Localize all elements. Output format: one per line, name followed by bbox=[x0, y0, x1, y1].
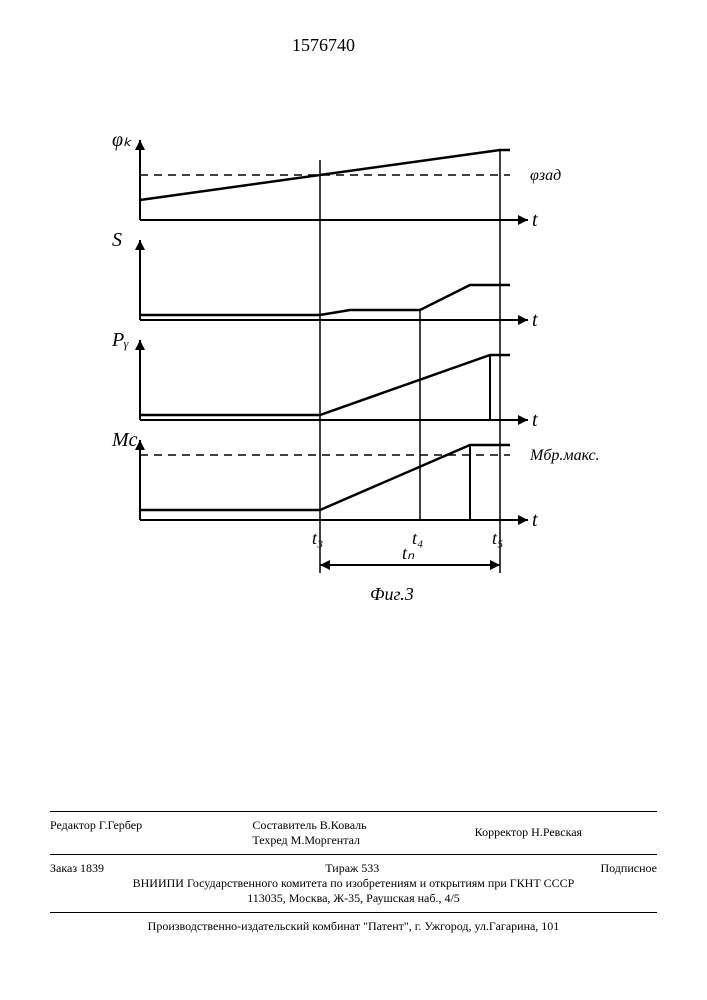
svg-text:t: t bbox=[532, 409, 538, 431]
svg-text:Mбр.макс.: Mбр.макс. bbox=[529, 447, 600, 464]
compiler-techred: Составитель В.Коваль Техред М.Моргентал bbox=[232, 818, 434, 848]
svg-text:t: t bbox=[532, 209, 538, 231]
svg-text:t₃: t₃ bbox=[312, 528, 323, 548]
footer-publication: Заказ 1839 Тираж 533 Подписное ВНИИПИ Го… bbox=[50, 855, 657, 913]
techred-label: Техред bbox=[252, 833, 287, 847]
svg-text:tₙ: tₙ bbox=[402, 543, 415, 563]
subscription: Подписное bbox=[600, 861, 657, 876]
figure-3: φₖtφзадStPᵧtMctMбр.макс.t₃t₄t₅tₙФиг.3 bbox=[100, 120, 600, 670]
circulation: Тираж 533 bbox=[325, 861, 379, 876]
svg-text:t: t bbox=[532, 509, 538, 531]
compiler-name: В.Коваль bbox=[320, 818, 367, 832]
footer-block: Редактор Г.Гербер Составитель В.Коваль Т… bbox=[50, 811, 657, 940]
org-line2: 113035, Москва, Ж-35, Раушская наб., 4/5 bbox=[50, 891, 657, 906]
compiler-label: Составитель bbox=[252, 818, 316, 832]
svg-text:φₖ: φₖ bbox=[112, 129, 132, 151]
techred-name: М.Моргентал bbox=[291, 833, 360, 847]
corrector-name: Н.Ревская bbox=[531, 825, 582, 839]
svg-text:Фиг.3: Фиг.3 bbox=[370, 584, 414, 604]
svg-text:t₅: t₅ bbox=[492, 528, 503, 548]
corrector-label: Корректор bbox=[475, 825, 529, 839]
editor-credit: Редактор Г.Гербер bbox=[50, 818, 232, 848]
patent-number: 1576740 bbox=[0, 35, 647, 56]
svg-text:S: S bbox=[112, 229, 122, 251]
editor-label: Редактор bbox=[50, 818, 96, 832]
footer-credits: Редактор Г.Гербер Составитель В.Коваль Т… bbox=[50, 811, 657, 855]
svg-text:Mc: Mc bbox=[111, 429, 138, 451]
svg-text:Pᵧ: Pᵧ bbox=[111, 329, 129, 351]
svg-text:φзад: φзад bbox=[530, 167, 561, 184]
svg-text:t: t bbox=[532, 309, 538, 331]
editor-name: Г.Гербер bbox=[99, 818, 142, 832]
order-number: Заказ 1839 bbox=[50, 861, 104, 876]
footer-publisher: Производственно-издательский комбинат "П… bbox=[50, 913, 657, 940]
org-line1: ВНИИПИ Государственного комитета по изоб… bbox=[50, 876, 657, 891]
corrector-credit: Корректор Н.Ревская bbox=[435, 818, 657, 848]
